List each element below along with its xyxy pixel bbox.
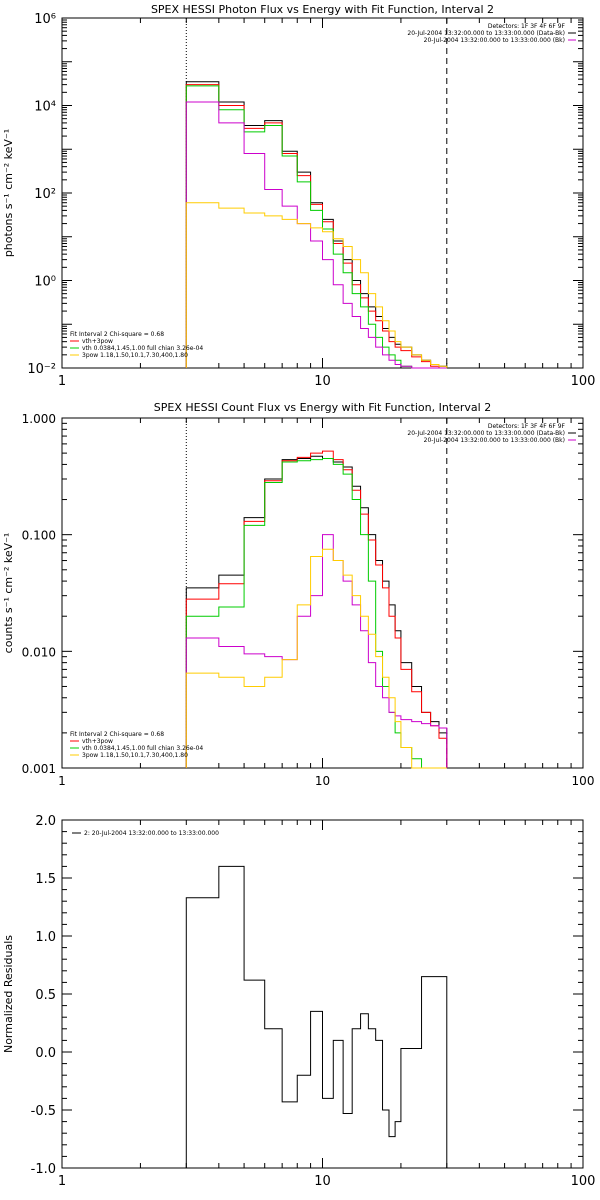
y-tick-label: 0.010 xyxy=(22,645,56,659)
chart-panel-3: Normalized Residuals 1 10 100 -1.0 -0.5 0.0 0.5… xyxy=(2,814,595,1189)
series-line-3 xyxy=(185,85,447,369)
y-tick-label: 2.0 xyxy=(35,814,56,829)
y-tick-label: 0.001 xyxy=(22,762,56,776)
series-line-4 xyxy=(185,101,447,369)
legend-entry: 20-Jul-2004 13:32:00.000 to 13:33:00.000… xyxy=(407,30,565,37)
y-tick-label: 1.000 xyxy=(22,412,56,426)
series-line-1 xyxy=(185,455,448,768)
plot-frame xyxy=(61,17,584,369)
legend-entry: 3pow 1.18,1.50,10.1,7.30,400,1.80 xyxy=(82,352,188,359)
y-tick-label: 10² xyxy=(34,187,56,202)
y-tick-label: 1.0 xyxy=(35,930,56,945)
y-tick-label: 0.5 xyxy=(35,988,56,1003)
x-tick-label: 10 xyxy=(314,374,331,389)
x-tick-label: 1 xyxy=(58,1174,66,1189)
y-tick-label: 0.0 xyxy=(35,1046,56,1061)
legend-entry: Fit Interval 2 Chi-square = 0.68 xyxy=(70,331,164,338)
series-line-3 xyxy=(185,457,447,769)
y-tick-label: 1.5 xyxy=(35,872,56,887)
x-tick-label: 10 xyxy=(315,774,330,788)
series-line-2 xyxy=(185,84,447,369)
x-tick-label: 100 xyxy=(572,774,595,788)
x-tick-label: 1 xyxy=(58,374,66,389)
x-tick-label: 100 xyxy=(571,1174,596,1189)
legend-entry: 2: 20-Jul-2004 13:32:00.000 to 13:33:00.… xyxy=(84,830,219,837)
legend-entry: vth 0.0384,1.45,1.00 full chian 3.26e-04 xyxy=(82,345,203,352)
legend-entry: 3pow 1.18,1.50,10.1,7.30,400,1.80 xyxy=(82,752,188,759)
y-tick-label: 10⁻² xyxy=(27,362,56,377)
legend-entry: Fit Interval 2 Chi-square = 0.68 xyxy=(70,731,164,738)
chart-panel-1: SPEX HESSI Photon Flux vs Energy with Fi… xyxy=(2,3,595,389)
y-tick-label: 10⁰ xyxy=(34,275,56,290)
y-axis-label: Normalized Residuals xyxy=(2,935,15,1053)
x-tick-label: 100 xyxy=(571,374,596,389)
legend-entry: Detectors: 1F 3F 4F 6F 9F xyxy=(488,23,566,30)
chart-panel-2: SPEX HESSI Count Flux vs Energy with Fit… xyxy=(2,401,594,788)
legend-entry: 20-Jul-2004 13:32:00.000 to 13:33:00.000… xyxy=(424,437,565,444)
series-line-1 xyxy=(185,81,448,368)
y-tick-label: 10⁶ xyxy=(34,12,56,27)
y-axis-label: counts s⁻¹ cm⁻² keV⁻¹ xyxy=(2,533,15,654)
chart-title: SPEX HESSI Photon Flux vs Energy with Fi… xyxy=(151,3,494,16)
legend-entry: 20-Jul-2004 13:32:00.000 to 13:33:00.000… xyxy=(407,430,565,437)
legend-entry: vth 0.0384,1.45,1.00 full chian 3.26e-04 xyxy=(82,745,203,752)
y-tick-label: -0.5 xyxy=(31,1104,56,1119)
legend-entry: 20-Jul-2004 13:32:00.000 to 13:33:00.000… xyxy=(424,37,565,44)
series-line-5 xyxy=(185,548,447,769)
series-line-4 xyxy=(185,534,448,768)
series-line-1 xyxy=(185,865,448,1168)
series-line-5 xyxy=(185,202,448,368)
legend-entry: Detectors: 1F 3F 4F 6F 9F xyxy=(488,423,566,430)
plot-frame xyxy=(61,819,584,1169)
x-tick-label: 1 xyxy=(58,774,66,788)
y-tick-label: 0.100 xyxy=(22,529,56,543)
legend-entry: vth+3pow xyxy=(82,738,113,745)
series-line-2 xyxy=(185,450,448,768)
y-tick-label: -1.0 xyxy=(31,1162,56,1177)
y-axis-label: photons s⁻¹ cm⁻² keV⁻¹ xyxy=(2,129,15,257)
x-tick-label: 10 xyxy=(314,1174,331,1189)
y-tick-label: 10⁴ xyxy=(34,100,56,115)
legend-entry: vth+3pow xyxy=(82,338,113,345)
chart-title: SPEX HESSI Count Flux vs Energy with Fit… xyxy=(154,401,491,414)
